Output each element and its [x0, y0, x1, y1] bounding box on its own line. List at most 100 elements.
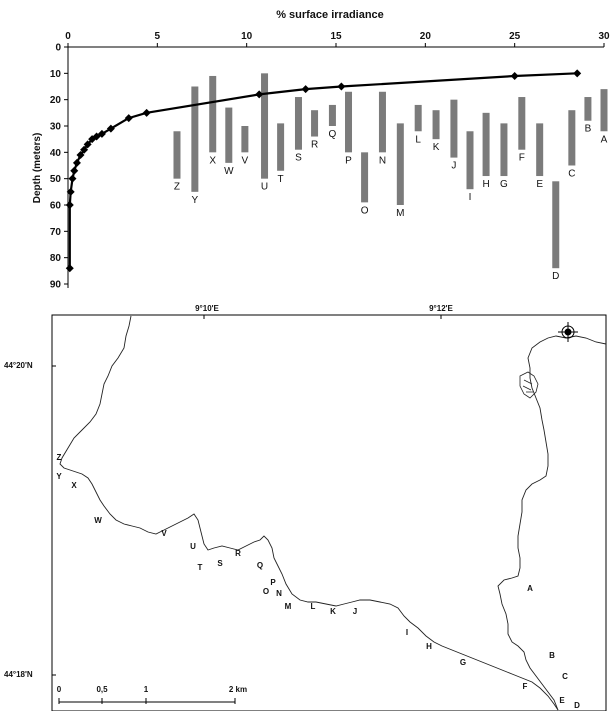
- depth-bar-J: [450, 99, 458, 158]
- depth-bar-K: [432, 110, 440, 140]
- x-axis-title: % surface irradiance: [276, 9, 384, 21]
- map-site-B: B: [549, 651, 555, 660]
- harbor-structure: [519, 371, 539, 399]
- bar-label-R: R: [311, 140, 318, 151]
- y-tick-label: 70: [50, 227, 62, 238]
- map-site-U: U: [190, 542, 196, 551]
- curve-point: [573, 69, 582, 78]
- depth-bar-L: [414, 104, 422, 132]
- depth-bar-U: [261, 73, 269, 179]
- depth-bar-P: [345, 91, 353, 153]
- bar-label-C: C: [568, 169, 575, 180]
- coastline-east: [497, 335, 607, 711]
- chart-axes: 0 5 10 15 20 25 30 0 10 20 30 40 50 60 70 80 90: [50, 31, 610, 291]
- bar-label-K: K: [433, 142, 440, 153]
- map-site-labels: Z YX W V U T S R QPO NM L K J I H G F ED C B A: [56, 453, 580, 710]
- depth-bar-E: [536, 123, 544, 177]
- curve-point: [142, 108, 151, 117]
- depth-bar-N: [378, 91, 386, 153]
- map-site-Q: Q: [257, 561, 263, 570]
- bar-label-T: T: [278, 174, 284, 185]
- curve-point: [65, 201, 74, 209]
- scale-label-0: 0: [57, 685, 62, 694]
- x-tick-label: 5: [155, 31, 161, 42]
- y-tick-label: 80: [50, 253, 62, 264]
- curve-point: [72, 158, 81, 167]
- depth-bar-O: [361, 152, 369, 203]
- scale-label-1: 1: [144, 685, 149, 694]
- bar-label-Z: Z: [174, 182, 180, 193]
- bar-label-Y: Y: [192, 195, 199, 206]
- map-site-L: L: [311, 602, 316, 611]
- curve-point: [124, 114, 133, 123]
- x-tick-label: 0: [65, 31, 71, 42]
- map-site-C: C: [562, 672, 568, 681]
- scale-label-05: 0,5: [96, 685, 108, 694]
- bar-label-H: H: [482, 179, 489, 190]
- depth-bar-T: [277, 123, 285, 171]
- depth-bar-Z: [173, 131, 181, 179]
- bar-label-M: M: [396, 208, 404, 219]
- curve-point: [80, 145, 89, 154]
- compass-rose-icon: [558, 322, 578, 342]
- map-site-K: K: [330, 607, 336, 616]
- y-tick-label: 30: [50, 122, 62, 133]
- map-site-T: T: [198, 563, 203, 572]
- curve-point: [255, 90, 264, 99]
- depth-bar-W: [225, 107, 233, 163]
- curve-point: [106, 124, 115, 133]
- bar-label-L: L: [415, 134, 421, 145]
- bar-label-N: N: [379, 155, 386, 166]
- x-tick-label: 10: [241, 31, 253, 42]
- depth-bar-G: [500, 123, 508, 177]
- curve-point: [66, 187, 75, 196]
- map-site-E: E: [559, 696, 565, 705]
- map-site-F: F: [523, 682, 528, 691]
- depth-bar-V: [241, 126, 249, 153]
- map-site-A: A: [527, 584, 533, 593]
- bar-label-P: P: [345, 155, 352, 166]
- lon-label-2: 9°12'E: [429, 304, 453, 313]
- bar-label-U: U: [261, 182, 268, 193]
- y-tick-label: 50: [50, 174, 62, 185]
- depth-bar-M: [396, 123, 404, 205]
- bar-label-F: F: [519, 153, 525, 164]
- bar-label-B: B: [585, 124, 592, 135]
- site-map: 9°10'E 9°12'E 44°20'N 44°18'N 0 0,5 1 2 …: [4, 304, 607, 711]
- y-tick-label: 10: [50, 69, 62, 80]
- bar-label-W: W: [224, 166, 234, 177]
- y-tick-label: 60: [50, 201, 62, 212]
- depth-bar-X: [209, 75, 217, 153]
- depth-bar-D: [552, 181, 560, 269]
- x-tick-label: 20: [420, 31, 432, 42]
- map-site-J: J: [353, 607, 357, 616]
- curve-point: [301, 85, 310, 94]
- depth-bar-F: [518, 97, 526, 150]
- bar-label-V: V: [242, 155, 249, 166]
- y-tick-label: 0: [55, 43, 61, 54]
- curve-point: [83, 140, 92, 149]
- map-site-X: X: [71, 481, 77, 490]
- map-frame: [51, 314, 607, 711]
- curve-point: [76, 150, 85, 159]
- depth-bar-S: [294, 97, 302, 150]
- map-site-I: I: [406, 628, 408, 637]
- curve-point: [65, 264, 74, 273]
- bar-label-E: E: [536, 179, 543, 190]
- bar-label-X: X: [209, 155, 216, 166]
- y-axis-title: Depth (meters): [32, 133, 43, 204]
- x-tick-label: 30: [598, 31, 610, 42]
- irradiance-depth-chart: 0 5 10 15 20 25 30 0 10 20 30 40 50 60 70 80 90 Z Y XWV UTS…: [32, 9, 610, 291]
- depth-bar-Y: [191, 86, 199, 192]
- map-site-S: S: [217, 559, 223, 568]
- curve-point: [68, 174, 77, 183]
- lat-label-1: 44°20'N: [4, 361, 33, 370]
- bar-label-O: O: [361, 205, 369, 216]
- chart-curve: [65, 69, 582, 273]
- scale-label-2km: 2 km: [229, 685, 247, 694]
- map-site-D: D: [574, 701, 580, 710]
- curve-point: [70, 166, 79, 175]
- depth-bar-Q: [328, 104, 336, 126]
- map-site-M: M: [285, 602, 292, 611]
